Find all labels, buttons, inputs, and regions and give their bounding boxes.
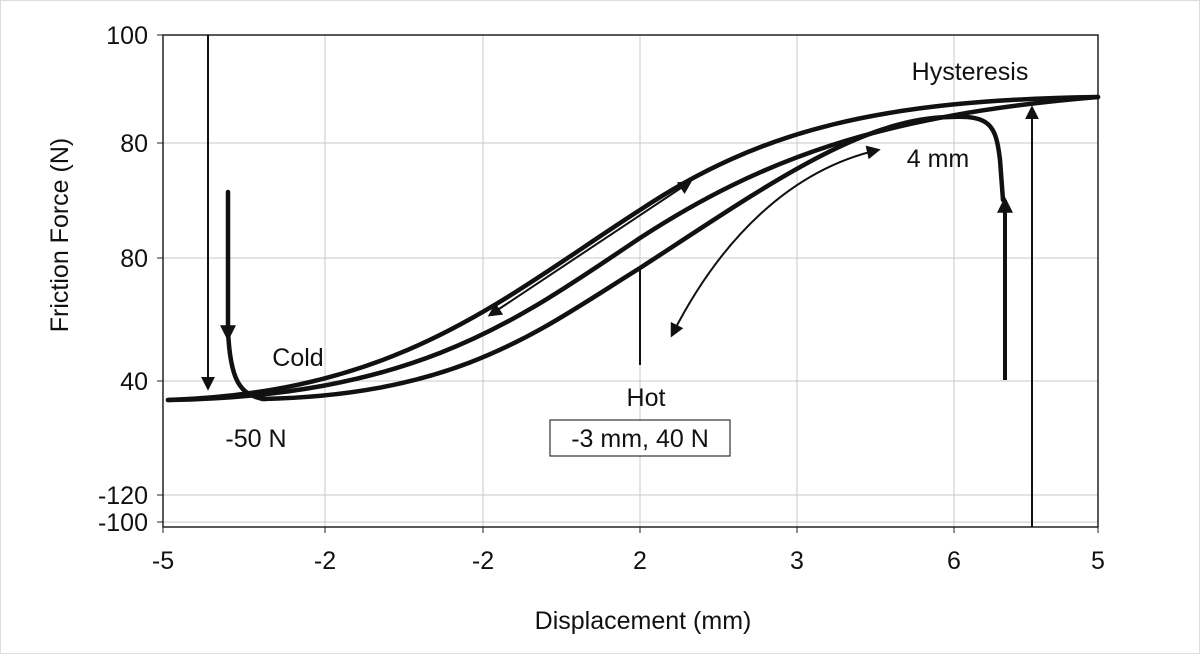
plot-border <box>162 34 1099 528</box>
grid <box>163 35 1098 527</box>
x-tick-label: -2 <box>314 547 336 575</box>
x-axis-title: Displacement (mm) <box>535 607 752 635</box>
x-tick-label: -5 <box>152 547 174 575</box>
annotation: Hysteresis <box>912 58 1029 86</box>
arrow-double-left <box>487 180 693 317</box>
annotation: 4 mm <box>907 145 970 173</box>
x-tick-label: 2 <box>633 547 647 575</box>
annotation: -3 mm, 40 N <box>571 425 709 453</box>
x-tick-label: 6 <box>947 547 961 575</box>
annotation: Hot <box>627 384 666 412</box>
y-tick-label: 80 <box>120 130 148 158</box>
annotation: Cold <box>272 344 323 372</box>
annotation: -50 N <box>225 425 286 453</box>
x-tick-label: 5 <box>1091 547 1105 575</box>
y-axis-title: Friction Force (N) <box>46 138 74 332</box>
annotation-box <box>549 419 731 457</box>
y-tick-label: -120 <box>98 482 148 510</box>
x-tick-label: 3 <box>790 547 804 575</box>
y-tick-label: 40 <box>120 368 148 396</box>
y-tick-label: -100 <box>98 509 148 537</box>
y-tick-label: 80 <box>120 245 148 273</box>
arrow-double-right <box>670 145 881 338</box>
y-tick-label: 100 <box>106 22 148 50</box>
x-tick-label: -2 <box>472 547 494 575</box>
